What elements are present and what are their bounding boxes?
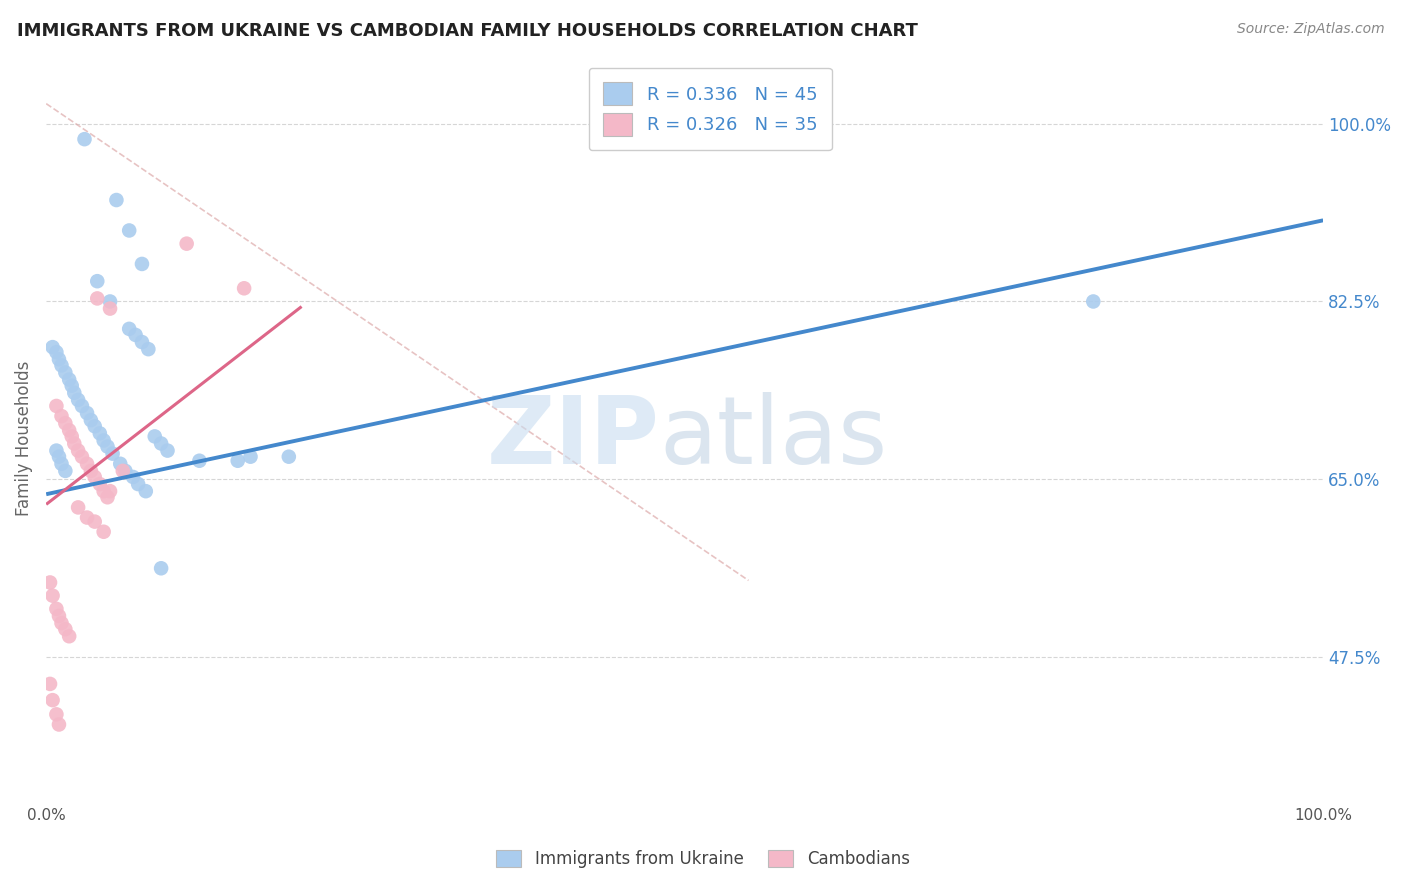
Point [124, 328, 146, 343]
Point [51, 359, 73, 373]
Point [63, 385, 86, 400]
Point [45, 345, 67, 359]
Point [122, 470, 145, 484]
Point [41, 693, 63, 707]
Point [96, 490, 118, 504]
Point [67, 392, 90, 407]
Point [60, 429, 83, 443]
Point [83, 470, 105, 484]
Point [110, 457, 132, 471]
Point [118, 223, 141, 237]
Point [86, 274, 108, 288]
Point [45, 602, 67, 616]
Legend: Immigrants from Ukraine, Cambodians: Immigrants from Ukraine, Cambodians [489, 843, 917, 875]
Text: atlas: atlas [659, 392, 887, 484]
Point [135, 484, 157, 499]
Point [89, 426, 111, 441]
Point [89, 477, 111, 491]
Point [156, 443, 179, 458]
Point [53, 416, 76, 430]
Point [45, 443, 67, 458]
Point [48, 450, 70, 464]
Point [131, 334, 153, 349]
Point [53, 366, 76, 380]
Point [73, 132, 96, 146]
Point [114, 464, 136, 478]
Point [80, 464, 103, 478]
Point [233, 281, 256, 295]
Point [143, 429, 166, 443]
Point [39, 677, 62, 691]
Point [41, 589, 63, 603]
Point [150, 436, 173, 450]
Text: IMMIGRANTS FROM UKRAINE VS CAMBODIAN FAMILY HOUSEHOLDS CORRELATION CHART: IMMIGRANTS FROM UKRAINE VS CAMBODIAN FAM… [17, 22, 918, 40]
Point [118, 322, 141, 336]
Point [83, 515, 105, 529]
Legend: R = 0.336   N = 45, R = 0.326   N = 35: R = 0.336 N = 45, R = 0.326 N = 35 [589, 68, 831, 150]
Point [176, 236, 198, 251]
Point [96, 440, 118, 454]
Point [41, 340, 63, 354]
Text: ZIP: ZIP [486, 392, 659, 484]
Point [86, 292, 108, 306]
Point [60, 378, 83, 392]
Point [48, 352, 70, 367]
Point [67, 443, 90, 458]
Point [63, 436, 86, 450]
Point [83, 419, 105, 434]
Point [80, 413, 103, 427]
Point [76, 406, 98, 420]
Point [101, 447, 124, 461]
Point [76, 457, 98, 471]
Point [105, 193, 128, 207]
Y-axis label: Family Households: Family Households [15, 360, 32, 516]
Point [188, 454, 211, 468]
Point [58, 423, 80, 437]
Point [98, 301, 121, 316]
Point [70, 450, 93, 464]
Point [39, 575, 62, 590]
Point [58, 373, 80, 387]
Point [48, 717, 70, 731]
Point [111, 464, 134, 478]
Point [131, 257, 153, 271]
Point [127, 477, 149, 491]
Point [98, 484, 121, 499]
Point [53, 622, 76, 636]
Point [93, 434, 115, 448]
Point [51, 457, 73, 471]
Point [93, 524, 115, 539]
Point [239, 450, 262, 464]
Point [45, 707, 67, 722]
Point [93, 484, 115, 499]
Point [45, 399, 67, 413]
Text: Source: ZipAtlas.com: Source: ZipAtlas.com [1237, 22, 1385, 37]
Point [76, 510, 98, 524]
Point [150, 561, 173, 575]
Point [138, 342, 160, 356]
Point [226, 454, 249, 468]
Point [70, 399, 93, 413]
Point [51, 409, 73, 423]
Point [51, 615, 73, 630]
Point [48, 609, 70, 624]
Point [277, 450, 299, 464]
Point [58, 629, 80, 643]
Point [53, 464, 76, 478]
Point [1083, 294, 1105, 309]
Point [67, 500, 90, 515]
Point [98, 294, 121, 309]
